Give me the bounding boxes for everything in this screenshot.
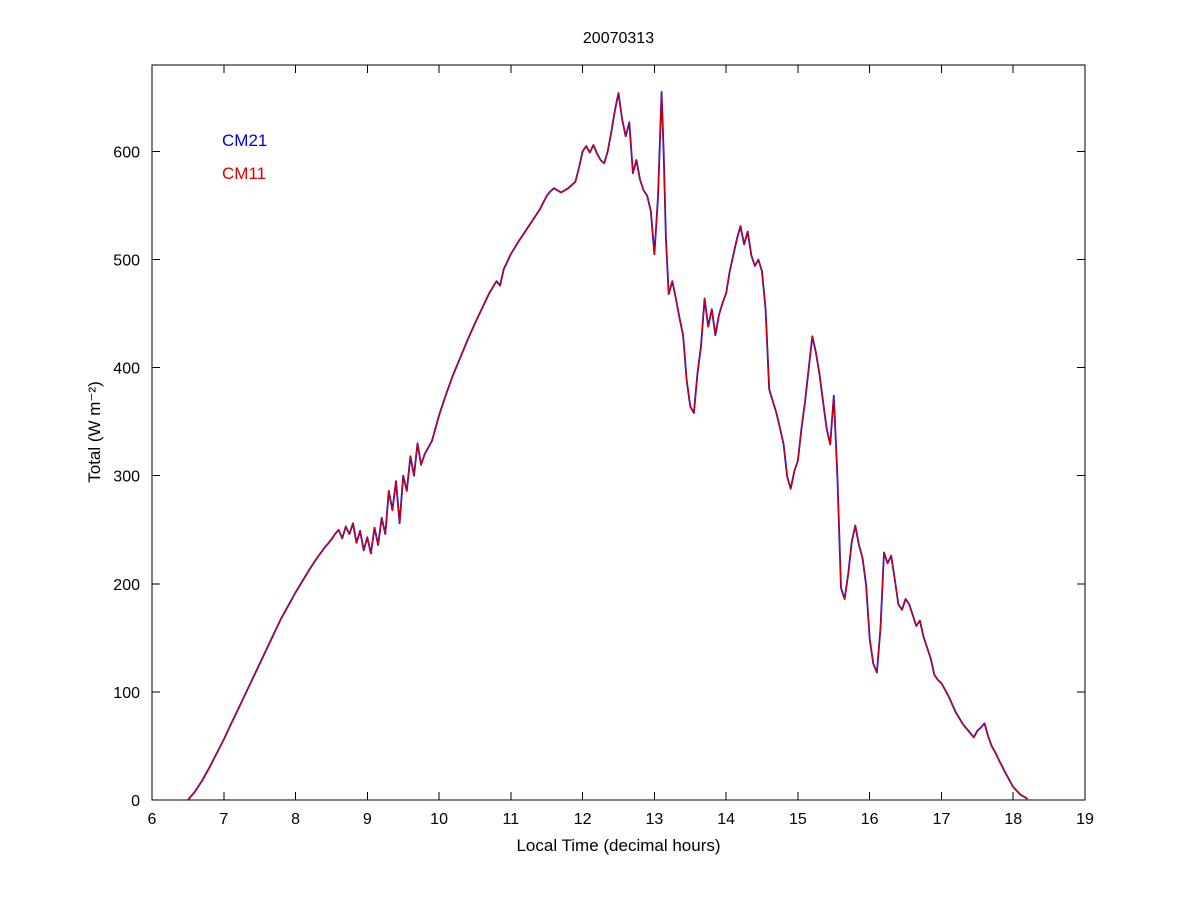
x-axis-label: Local Time (decimal hours) <box>516 836 721 855</box>
y-axis-label: Total (W m⁻²) <box>85 381 104 483</box>
axes-box <box>151 64 1086 801</box>
y-tick-label: 500 <box>113 253 140 270</box>
series-line-cm11 <box>187 91 1028 801</box>
x-tick-label: 12 <box>574 811 592 828</box>
x-tick-label: 13 <box>645 811 663 828</box>
x-tick-label: 6 <box>148 811 157 828</box>
y-tick-label: 600 <box>113 144 140 161</box>
chart-title: 20070313 <box>582 30 655 47</box>
x-tick-label: 11 <box>503 811 520 828</box>
y-tick-label: 200 <box>113 577 140 594</box>
x-tick-label: 14 <box>717 811 735 828</box>
x-tick-label: 8 <box>291 811 300 828</box>
x-tick-label: 10 <box>430 811 448 828</box>
x-tick-label: 18 <box>1004 811 1022 828</box>
y-tick-label: 400 <box>113 361 140 378</box>
legend-item-cm21: CM21 <box>222 131 268 150</box>
legend: CM21 CM11 <box>222 124 267 190</box>
series-line-cm21 <box>187 91 1029 801</box>
x-tick-label: 19 <box>1076 811 1094 828</box>
x-tick-label: 16 <box>861 811 879 828</box>
x-tick-label: 9 <box>363 811 372 828</box>
x-tick-label: 15 <box>789 811 807 828</box>
y-tick-label: 300 <box>113 469 140 486</box>
x-tick-label: 7 <box>219 811 228 828</box>
x-tick-label: 17 <box>933 811 951 828</box>
y-tick-label: 0 <box>131 793 140 810</box>
y-tick-label: 100 <box>113 685 140 702</box>
legend-item-cm11: CM11 <box>222 164 267 183</box>
